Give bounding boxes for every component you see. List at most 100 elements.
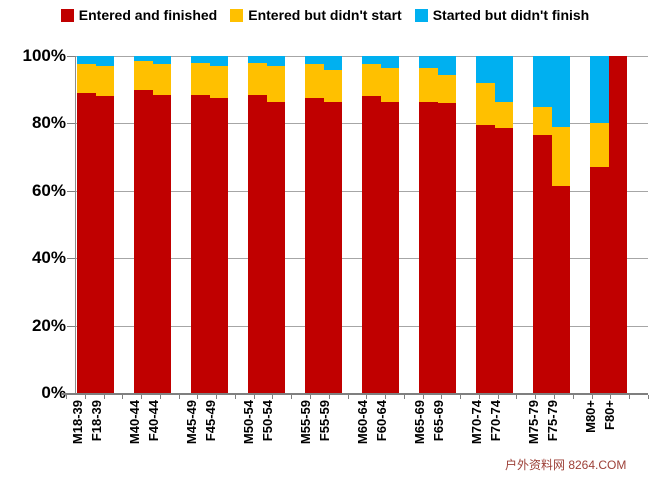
bar-m65-69 xyxy=(419,56,438,393)
x-axis-tick xyxy=(159,395,161,399)
bar-segment xyxy=(380,101,399,393)
bar-f60-64 xyxy=(380,56,399,393)
bar-f75-79 xyxy=(551,56,570,393)
bar-segment xyxy=(191,62,210,95)
bar-f45-49 xyxy=(209,56,228,393)
bar-group xyxy=(134,56,171,393)
bar-m60-64 xyxy=(362,56,381,393)
bar-group xyxy=(362,56,399,393)
legend-swatch-yellow-icon xyxy=(230,8,244,22)
bar-m40-44 xyxy=(134,56,153,393)
bar-segment xyxy=(494,101,513,129)
bar-segment xyxy=(551,56,570,127)
x-axis-tick-label: F55-59 xyxy=(316,400,332,442)
x-axis-tick-label: F70-74 xyxy=(487,400,503,442)
x-axis-tick xyxy=(610,395,612,399)
bar-segment xyxy=(437,103,456,393)
x-axis-tick-label: M50-54 xyxy=(241,400,257,445)
bar-segment xyxy=(77,64,96,94)
bar-segment xyxy=(494,128,513,393)
bar-group xyxy=(590,56,627,393)
x-axis-tick xyxy=(103,395,105,399)
bar-segment xyxy=(95,56,114,67)
bar-f80plus xyxy=(608,56,627,393)
x-axis-tick xyxy=(554,395,556,399)
bar-segment xyxy=(134,61,153,90)
bar-segment xyxy=(437,56,456,75)
x-axis-tick xyxy=(460,395,462,399)
bar-group xyxy=(248,56,285,393)
x-axis-tick xyxy=(84,395,86,399)
bar-segment xyxy=(380,67,399,102)
x-axis-tick xyxy=(647,395,649,399)
legend-label-entered-not-started: Entered but didn't start xyxy=(248,7,402,23)
y-axis-tick xyxy=(67,56,75,57)
bar-group xyxy=(476,56,513,393)
x-axis-tick xyxy=(516,395,518,399)
legend: Entered and finished Entered but didn't … xyxy=(0,7,650,23)
bar-segment xyxy=(323,56,342,70)
bar-f18-39 xyxy=(95,56,114,393)
legend-label-entered-finished: Entered and finished xyxy=(78,7,218,23)
x-axis-tick xyxy=(535,395,537,399)
gridline xyxy=(75,56,648,57)
bar-m45-49 xyxy=(191,56,210,393)
x-axis-tick xyxy=(385,395,387,399)
legend-swatch-red-icon xyxy=(60,8,74,22)
bar-segment xyxy=(533,135,552,393)
x-axis-tick xyxy=(347,395,349,399)
x-axis-tick xyxy=(216,395,218,399)
x-axis-tick xyxy=(328,395,330,399)
x-axis-tick-label: F60-64 xyxy=(373,400,389,442)
bar-m50-54 xyxy=(248,56,267,393)
x-axis-tick xyxy=(591,395,593,399)
gridline xyxy=(75,325,648,327)
legend-item-entered-not-started: Entered but didn't start xyxy=(230,7,402,23)
bar-segment xyxy=(209,66,228,99)
y-axis-tick xyxy=(67,123,75,125)
bar-group xyxy=(419,56,456,393)
bar-segment xyxy=(533,56,552,107)
bar-segment xyxy=(437,74,456,104)
x-axis-tick-label: M40-44 xyxy=(127,400,143,445)
x-axis-tick-label: F40-44 xyxy=(145,400,161,442)
y-axis-tick-label: 40% xyxy=(31,248,66,268)
x-axis-tick xyxy=(272,395,274,399)
bar-segment xyxy=(362,64,381,97)
bar-f40-44 xyxy=(152,56,171,393)
y-axis-tick xyxy=(67,325,75,327)
bar-m80plus xyxy=(590,56,609,393)
y-axis-tick-label: 100% xyxy=(22,46,66,65)
y-axis-tick-label: 20% xyxy=(31,315,66,335)
bar-segment xyxy=(551,126,570,186)
x-axis-tick xyxy=(441,395,443,399)
x-axis-tick xyxy=(66,395,67,399)
bar-m18-39 xyxy=(77,56,96,393)
legend-item-entered-finished: Entered and finished xyxy=(60,7,218,23)
x-axis-tick-label: M45-49 xyxy=(184,400,200,445)
bar-segment xyxy=(305,98,324,393)
bar-segment xyxy=(191,56,210,63)
bar-segment xyxy=(476,56,495,83)
bar-m70-74 xyxy=(476,56,495,393)
x-axis-tick xyxy=(234,395,236,399)
x-axis-tick-label: M70-74 xyxy=(469,400,485,445)
bar-segment xyxy=(476,82,495,126)
bar-group xyxy=(77,56,114,393)
bar-segment xyxy=(209,98,228,393)
x-axis-tick xyxy=(422,395,424,399)
bar-f70-74 xyxy=(494,56,513,393)
x-axis-tick xyxy=(253,395,255,399)
bar-segment xyxy=(362,96,381,393)
gridline xyxy=(75,258,648,260)
bar-segment xyxy=(95,66,114,97)
bar-segment xyxy=(590,123,609,168)
watermark: 户外资料网 8264.COM xyxy=(505,458,627,472)
x-axis-tick-label: M60-64 xyxy=(355,400,371,445)
y-axis-line xyxy=(75,56,76,393)
bar-segment xyxy=(77,56,96,65)
x-axis-tick xyxy=(178,395,180,399)
x-axis-tick-label: F50-54 xyxy=(259,400,275,442)
bar-segment xyxy=(191,94,210,393)
